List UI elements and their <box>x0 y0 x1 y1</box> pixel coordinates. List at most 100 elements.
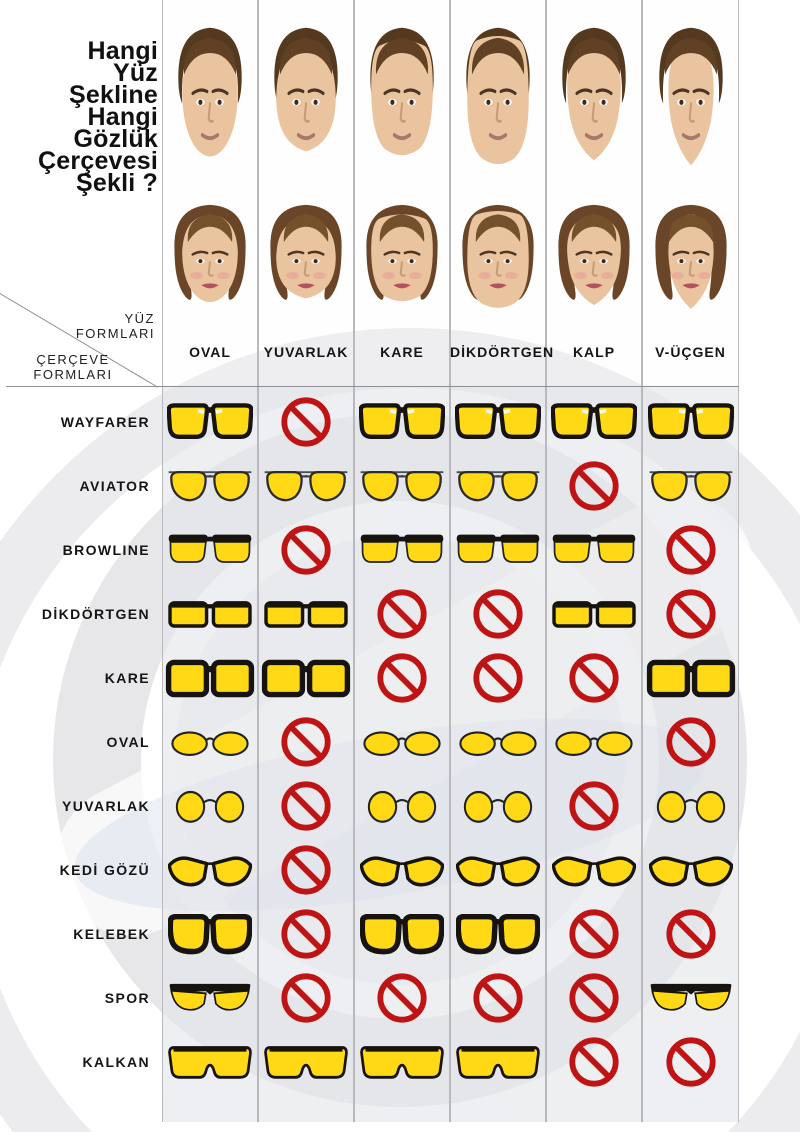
prohibition-icon <box>567 971 621 1025</box>
column-header-kare: KARE <box>380 344 424 360</box>
female-face-kalp <box>546 202 642 326</box>
prohibition-icon <box>664 907 718 961</box>
browline-glasses-icon <box>455 532 541 568</box>
rectangle-glasses-icon <box>263 596 349 632</box>
aviator-glasses-icon <box>262 467 350 505</box>
shield-glasses-icon <box>360 1044 444 1080</box>
round-glasses-icon <box>171 789 249 823</box>
prohibition-icon <box>375 971 429 1025</box>
header-divider-line <box>6 386 739 387</box>
male-face-v-gen <box>643 24 739 188</box>
cat-eye-glasses-icon <box>456 854 540 887</box>
aviator-glasses-icon <box>454 467 542 505</box>
shield-glasses-icon <box>168 1044 252 1080</box>
column-header-kalp: KALP <box>572 344 616 360</box>
prohibition-icon <box>567 1035 621 1089</box>
oval-glasses-icon <box>362 727 442 757</box>
butterfly-glasses-icon <box>360 913 444 955</box>
row-label-kalkan: KALKAN <box>82 1054 150 1070</box>
cat-eye-glasses-icon <box>648 854 733 887</box>
prohibition-icon <box>279 843 333 897</box>
prohibition-icon <box>279 523 333 577</box>
row-label-kare: KARE <box>104 670 150 686</box>
prohibition-icon <box>471 651 525 705</box>
round-glasses-icon <box>459 789 537 823</box>
prohibition-icon <box>567 651 621 705</box>
row-label-kedi-g-z: KEDİ GÖZÜ <box>59 862 150 878</box>
female-face-di-kd-rtgen <box>450 202 546 326</box>
prohibition-icon <box>567 907 621 961</box>
row-label-kelebek: KELEBEK <box>73 926 150 942</box>
prohibition-icon <box>471 587 525 641</box>
male-face-kare <box>354 24 450 188</box>
aviator-glasses-icon <box>166 467 254 505</box>
square-glasses-icon <box>261 658 351 699</box>
prohibition-icon <box>664 523 718 577</box>
prohibition-icon <box>664 587 718 641</box>
prohibition-icon <box>664 715 718 769</box>
row-label-browline: BROWLINE <box>62 542 150 558</box>
aviator-glasses-icon <box>647 467 735 505</box>
male-face-di-kd-rtgen <box>450 24 546 188</box>
oval-glasses-icon <box>458 727 538 757</box>
row-label-wayfarer: WAYFARER <box>60 414 150 430</box>
row-label-yuvarlak: YUVARLAK <box>62 798 150 814</box>
column-header-di-kd-rtgen: DİKDÖRTGEN <box>450 344 555 360</box>
prohibition-icon <box>279 779 333 833</box>
row-label-di-kd-rtgen: DİKDÖRTGEN <box>41 606 150 622</box>
browline-glasses-icon <box>167 532 253 568</box>
prohibition-icon <box>375 587 429 641</box>
sport-glasses-icon <box>168 983 252 1014</box>
face-forms-axis-label: YÜZ FORMLARI <box>75 311 155 341</box>
square-glasses-icon <box>165 658 255 699</box>
wayfarer-glasses-icon <box>647 402 734 442</box>
butterfly-glasses-icon <box>168 913 252 955</box>
page-title: Hangi Yüz Şekline Hangi Gözlük Çerçevesi… <box>38 37 158 197</box>
round-glasses-icon <box>652 789 730 823</box>
column-header-yuvarlak: YUVARLAK <box>263 344 349 360</box>
cat-eye-glasses-icon <box>552 854 636 887</box>
wayfarer-glasses-icon <box>359 402 445 442</box>
prohibition-icon <box>279 971 333 1025</box>
wayfarer-glasses-icon <box>551 402 637 442</box>
male-face-yuvarlak <box>258 24 354 188</box>
female-face-yuvarlak <box>258 202 354 326</box>
sport-glasses-icon <box>649 983 733 1014</box>
aviator-glasses-icon <box>358 467 446 505</box>
butterfly-glasses-icon <box>456 913 540 955</box>
female-face-oval <box>162 202 258 326</box>
browline-glasses-icon <box>551 532 637 568</box>
prohibition-icon <box>279 395 333 449</box>
cat-eye-glasses-icon <box>360 854 444 887</box>
rectangle-glasses-icon <box>551 596 637 632</box>
prohibition-icon <box>471 971 525 1025</box>
prohibition-icon <box>279 907 333 961</box>
square-glasses-icon <box>646 658 736 699</box>
shield-glasses-icon <box>456 1044 540 1080</box>
column-header-v-gen: V-ÜÇGEN <box>655 344 726 360</box>
male-face-oval <box>162 24 258 188</box>
prohibition-icon <box>567 459 621 513</box>
oval-glasses-icon <box>170 727 250 757</box>
female-face-kare <box>354 202 450 326</box>
prohibition-icon <box>567 779 621 833</box>
female-face-v-gen <box>643 202 739 326</box>
cat-eye-glasses-icon <box>168 854 252 887</box>
oval-glasses-icon <box>554 727 634 757</box>
rectangle-glasses-icon <box>167 596 253 632</box>
prohibition-icon <box>279 715 333 769</box>
male-face-kalp <box>546 24 642 188</box>
row-label-aviator: AVIATOR <box>79 478 150 494</box>
browline-glasses-icon <box>359 532 445 568</box>
row-label-spor: SPOR <box>104 990 150 1006</box>
row-label-oval: OVAL <box>106 734 150 750</box>
round-glasses-icon <box>363 789 441 823</box>
wayfarer-glasses-icon <box>455 402 541 442</box>
frame-forms-axis-label: ÇERÇEVE FORMLARI <box>33 352 113 382</box>
wayfarer-glasses-icon <box>167 402 253 442</box>
prohibition-icon <box>664 1035 718 1089</box>
column-header-oval: OVAL <box>189 344 231 360</box>
shield-glasses-icon <box>264 1044 348 1080</box>
prohibition-icon <box>375 651 429 705</box>
